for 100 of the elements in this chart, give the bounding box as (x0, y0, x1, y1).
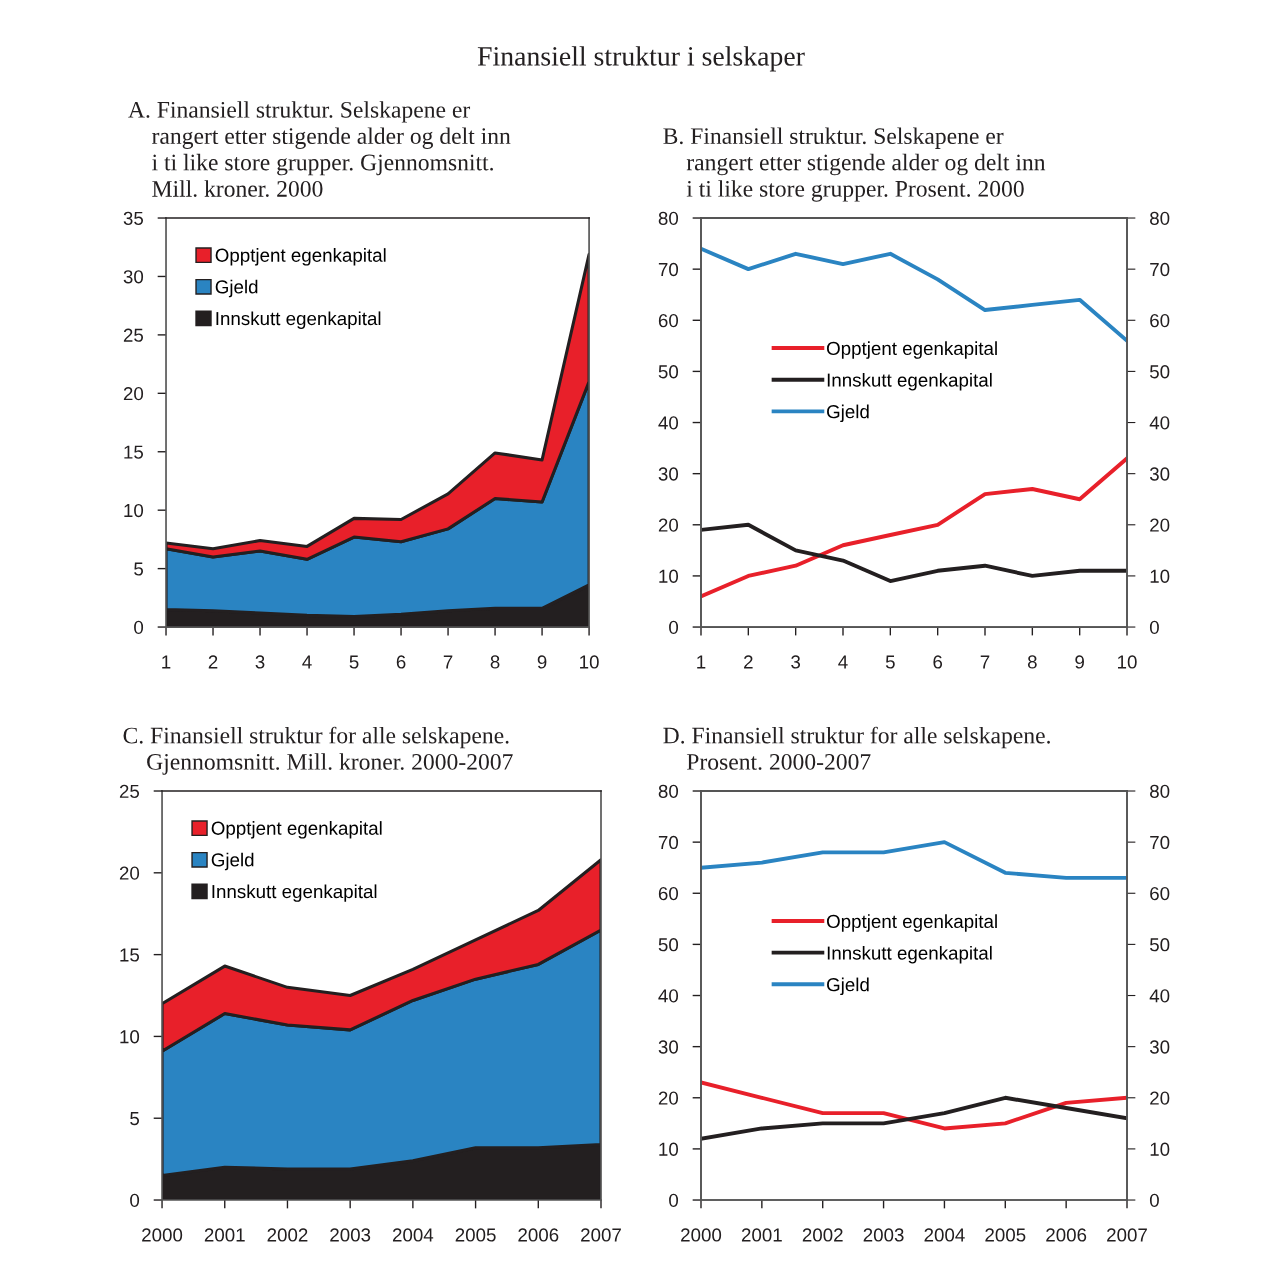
y2-tick-label: 20 (1150, 518, 1170, 532)
y-tick-label: 10 (659, 1142, 679, 1156)
x-tick-label: 2 (208, 655, 218, 669)
x-tick-label: 2002 (802, 1228, 843, 1242)
y2-tick-label: 60 (1150, 886, 1170, 901)
x-tick-label: 7 (980, 655, 990, 669)
x-tick-label: 6 (933, 655, 943, 669)
y-tick-label: 35 (123, 211, 144, 225)
chart-title: C. Finansiell struktur for alle selskapene. Gjennomsnitt. Mill. kroner. 2000-2007 (123, 726, 513, 775)
legend-label: Opptjent egenkapital (826, 914, 997, 932)
x-tick-label: 6 (396, 655, 406, 669)
legend-label: Innskutt egenkapital (212, 884, 377, 902)
chart-title: B. Finansiell struktur. Selskapene er rangert etter stigende alder og delt inn i ti like store grupper. Prosent. 2000 (663, 127, 1046, 202)
x-tick-label: 3 (791, 655, 801, 669)
y2-tick-label: 80 (1150, 211, 1170, 225)
legend-label: Innskutt egenkapital (827, 372, 992, 391)
legend-label: Gjeld (211, 852, 254, 871)
x-tick-label: 2003 (863, 1228, 904, 1242)
y-tick-label: 30 (658, 467, 679, 481)
x-tick-label: 10 (580, 655, 599, 669)
x-tick-label: 2000 (142, 1228, 183, 1242)
y-tick-label: 0 (130, 1193, 140, 1208)
x-tick-label: 1 (697, 655, 706, 669)
x-tick-label: 2000 (681, 1228, 722, 1242)
x-tick-label: 2005 (985, 1228, 1026, 1242)
chart-title: D. Finansiell struktur for alle selskapene. Prosent. 2000-2007 (663, 726, 1050, 770)
y-tick-label: 60 (658, 886, 679, 901)
x-tick-label: 5 (885, 655, 895, 669)
y2-tick-label: 30 (1149, 467, 1170, 481)
x-tick-label: 7 (443, 655, 453, 669)
legend-label: Opptjent egenkapital (211, 821, 382, 839)
x-tick-label: 8 (1027, 655, 1037, 669)
line-series (701, 1095, 1128, 1141)
x-tick-label: 9 (1075, 655, 1084, 669)
y2-tick-label: 10 (1150, 1142, 1170, 1156)
y-tick-label: 50 (658, 365, 679, 379)
y2-tick-label: 0 (1149, 1193, 1159, 1208)
x-tick-label: 2004 (924, 1228, 965, 1242)
line-series (701, 522, 1128, 583)
y-tick-label: 80 (658, 784, 679, 798)
y2-tick-label: 60 (1150, 313, 1170, 328)
y2-tick-label: 40 (1149, 416, 1170, 430)
x-tick-label: 5 (349, 655, 359, 669)
y-tick-label: 5 (134, 562, 144, 576)
y-tick-label: 20 (658, 518, 679, 532)
x-tick-label: 4 (838, 655, 848, 669)
x-tick-label: 9 (537, 655, 547, 669)
text: Finansiell struktur i selskaper (477, 46, 805, 72)
x-tick-label: 2006 (518, 1228, 559, 1242)
y-tick-label: 30 (123, 270, 144, 284)
y2-tick-label: 10 (1150, 569, 1170, 583)
x-tick-label: 2002 (267, 1228, 308, 1242)
y-tick-label: 80 (658, 211, 679, 225)
y-tick-label: 70 (658, 262, 679, 277)
legend-label: Gjeld (827, 404, 869, 423)
x-tick-label: 2007 (1107, 1228, 1147, 1242)
y2-tick-label: 40 (1149, 989, 1170, 1003)
y2-tick-label: 80 (1150, 784, 1170, 798)
y-tick-label: 70 (658, 835, 679, 850)
line-series (701, 840, 1128, 880)
y2-tick-label: 0 (1149, 620, 1159, 635)
y2-tick-label: 70 (1150, 262, 1170, 277)
y-tick-label: 20 (119, 866, 140, 880)
line-series (701, 1080, 1128, 1131)
y-tick-label: 20 (658, 1091, 679, 1105)
line-series (701, 456, 1128, 599)
y-tick-label: 15 (120, 948, 140, 962)
x-tick-label: 1 (162, 655, 171, 669)
legend-label: Innskutt egenkapital (827, 945, 992, 964)
y2-tick-label: 50 (1149, 938, 1170, 952)
legend-label: Gjeld (827, 977, 869, 996)
legend-label: Opptjent egenkapital (215, 248, 386, 266)
x-tick-label: 3 (255, 655, 265, 669)
y-tick-label: 60 (658, 313, 679, 328)
y2-tick-label: 20 (1150, 1091, 1170, 1105)
legend-label: Innskutt egenkapital (216, 311, 381, 329)
y-tick-label: 10 (120, 1030, 140, 1044)
y-tick-label: 15 (124, 445, 144, 459)
x-tick-label: 2004 (392, 1228, 434, 1242)
y-tick-label: 30 (658, 1040, 679, 1054)
x-tick-label: 4 (302, 655, 312, 669)
y2-tick-label: 50 (1149, 365, 1170, 379)
y-tick-label: 0 (669, 1193, 679, 1208)
x-tick-label: 2001 (204, 1228, 245, 1242)
y2-tick-label: 70 (1150, 835, 1170, 850)
x-tick-label: 2003 (330, 1228, 371, 1242)
y-tick-label: 25 (119, 784, 140, 798)
x-tick-label: 2006 (1046, 1228, 1087, 1242)
y-tick-label: 25 (123, 328, 144, 342)
legend-label: Opptjent egenkapital (826, 341, 997, 359)
y-tick-label: 20 (123, 387, 144, 401)
chart-title: A. Finansiell struktur. Selskapene er rangert etter stigende alder og delt inn i ti like store grupper. Gjennomsnitt. Mill. kroner. 2000 (128, 101, 511, 197)
x-tick-label: 2001 (741, 1228, 782, 1242)
x-tick-label: 2007 (581, 1228, 621, 1242)
x-tick-label: 2005 (455, 1228, 496, 1242)
x-tick-label: 8 (490, 655, 500, 669)
y-tick-label: 40 (658, 416, 679, 430)
legend-label: Gjeld (215, 279, 258, 298)
x-tick-label: 2 (744, 655, 753, 669)
y2-tick-label: 30 (1149, 1040, 1170, 1054)
